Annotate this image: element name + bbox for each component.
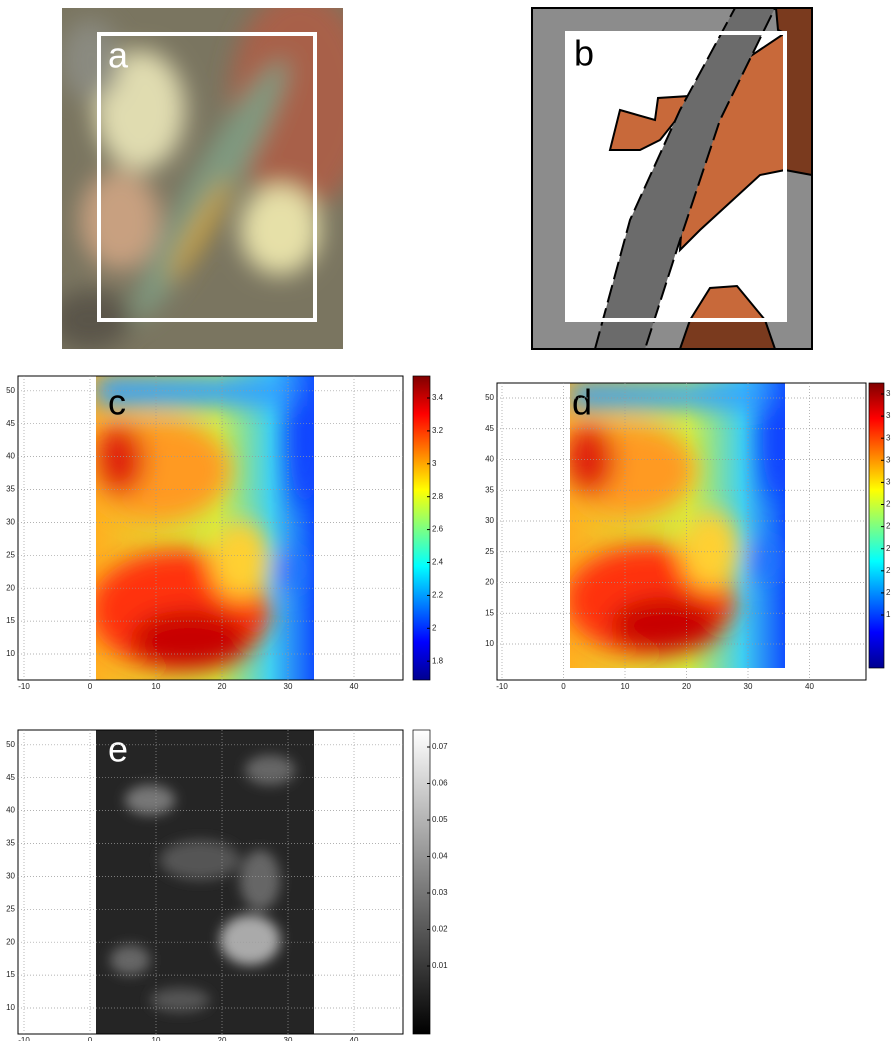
- colorbar-label: 2: [432, 623, 437, 632]
- y-tick-label: 20: [6, 583, 15, 592]
- colorbar-label: 3.8: [886, 389, 891, 398]
- x-tick-label: 0: [561, 682, 566, 691]
- colorbar: [412, 375, 431, 681]
- colorbar-label: 3.4: [432, 393, 444, 402]
- x-tick-label: -10: [18, 682, 30, 691]
- colorbar-label: 2.4: [886, 544, 891, 553]
- y-tick-label: 40: [485, 455, 494, 464]
- axes-frame: [17, 375, 404, 681]
- y-tick-label: 20: [6, 937, 15, 946]
- colorbar-label: 0.02: [432, 925, 448, 934]
- colorbar-label: 2.2: [886, 566, 891, 575]
- colorbar-label: 0.05: [432, 815, 448, 824]
- axes-frame: [17, 729, 404, 1035]
- x-tick-label: 20: [682, 682, 691, 691]
- colorbar: [868, 382, 885, 669]
- x-tick-label: 40: [805, 682, 814, 691]
- x-tick-label: 20: [218, 1036, 227, 1041]
- colorbar-label: 3.4: [886, 433, 891, 442]
- colorbar-label: 0.06: [432, 779, 448, 788]
- x-tick-label: 10: [152, 682, 161, 691]
- colorbar-label: 3: [432, 459, 437, 468]
- y-tick-label: 15: [6, 970, 15, 979]
- x-tick-label: 30: [284, 682, 293, 691]
- y-tick-label: 10: [485, 639, 494, 648]
- y-tick-label: 40: [6, 806, 15, 815]
- y-tick-label: 45: [485, 424, 494, 433]
- x-tick-label: 40: [350, 1036, 359, 1041]
- colorbar-label: 3: [886, 478, 891, 487]
- colorbar-label: 2.2: [432, 591, 444, 600]
- y-tick-label: 50: [6, 386, 15, 395]
- heatmap: [96, 730, 314, 1034]
- y-tick-label: 10: [6, 649, 15, 658]
- y-tick-label: 45: [6, 773, 15, 782]
- x-tick-label: 30: [744, 682, 753, 691]
- x-tick-label: 30: [284, 1036, 293, 1041]
- panel-label: e: [108, 729, 128, 770]
- y-tick-label: 30: [6, 872, 15, 881]
- photo: [62, 8, 343, 349]
- x-tick-label: 20: [218, 682, 227, 691]
- y-tick-label: 35: [6, 485, 15, 494]
- colorbar-label: 2.6: [886, 522, 891, 531]
- colorbar-label: 2: [886, 588, 891, 597]
- panel-label: c: [108, 382, 126, 423]
- colorbar-label: 2.4: [432, 558, 444, 567]
- y-tick-label: 15: [485, 608, 494, 617]
- y-tick-label: 25: [485, 547, 494, 556]
- panel-label: a: [108, 35, 129, 76]
- colorbar-label: 1.8: [432, 656, 444, 665]
- y-tick-label: 20: [485, 578, 494, 587]
- x-tick-label: 10: [152, 1036, 161, 1041]
- colorbar-label: 1.8: [886, 610, 891, 619]
- x-tick-label: -10: [18, 1036, 30, 1041]
- panel-label: d: [572, 382, 592, 423]
- x-tick-label: 0: [88, 682, 93, 691]
- colorbar-label: 2.8: [432, 492, 444, 501]
- x-tick-label: 10: [621, 682, 630, 691]
- y-tick-label: 10: [6, 1003, 15, 1012]
- colorbar-label: 0.07: [432, 742, 448, 751]
- y-tick-label: 50: [485, 393, 494, 402]
- y-tick-label: 35: [6, 839, 15, 848]
- colorbar: [412, 729, 431, 1035]
- heatmap: [96, 376, 314, 680]
- y-tick-label: 25: [6, 904, 15, 913]
- colorbar-label: 0.04: [432, 852, 448, 861]
- colorbar-label: 2.8: [886, 500, 891, 509]
- schematic: [531, 7, 813, 350]
- colorbar-label: 3.6: [886, 411, 891, 420]
- y-tick-label: 40: [6, 452, 15, 461]
- panel-label: b: [574, 33, 594, 74]
- y-tick-label: 35: [485, 485, 494, 494]
- y-tick-label: 15: [6, 616, 15, 625]
- y-tick-label: 30: [6, 518, 15, 527]
- y-tick-label: 45: [6, 419, 15, 428]
- x-tick-label: -10: [496, 682, 508, 691]
- y-tick-label: 25: [6, 550, 15, 559]
- colorbar-label: 3.2: [886, 455, 891, 464]
- x-tick-label: 0: [88, 1036, 93, 1041]
- colorbar-label: 3.2: [432, 426, 444, 435]
- colorbar-label: 2.6: [432, 525, 444, 534]
- colorbar-label: 0.01: [432, 961, 448, 970]
- y-tick-label: 30: [485, 516, 494, 525]
- x-tick-label: 40: [350, 682, 359, 691]
- y-tick-label: 50: [6, 740, 15, 749]
- heatmap: [570, 383, 785, 668]
- colorbar-label: 0.03: [432, 888, 448, 897]
- axes-frame: [496, 382, 867, 681]
